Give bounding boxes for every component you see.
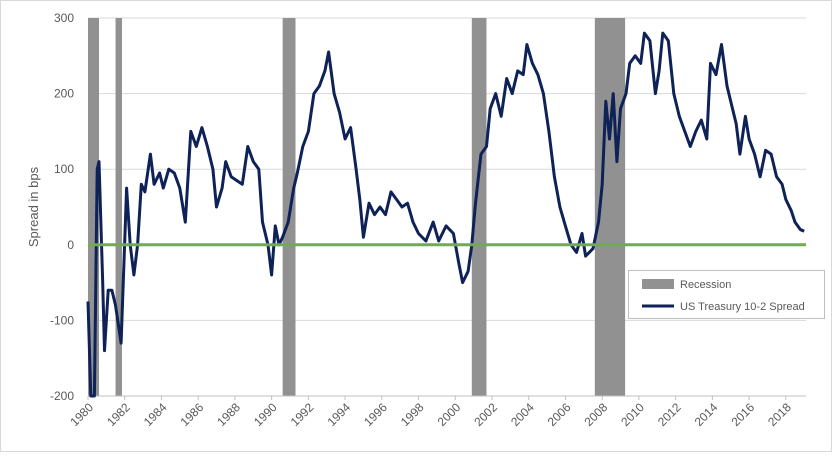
- y-tick-label: 0: [67, 238, 74, 252]
- recession-band: [282, 18, 296, 396]
- legend: Recession US Treasury 10-2 Spread: [628, 270, 825, 319]
- y-tick-label: -200: [50, 389, 74, 403]
- legend-box: [628, 270, 825, 319]
- spread-line: [86, 31, 805, 398]
- recession-band: [115, 18, 122, 396]
- y-tick-label: 300: [54, 11, 74, 25]
- y-axis-label: Spread in bps: [26, 166, 41, 247]
- legend-label: US Treasury 10-2 Spread: [680, 301, 805, 313]
- y-tick-label: -100: [50, 313, 74, 327]
- y-tick-label: 100: [54, 162, 74, 176]
- recession-band: [471, 18, 487, 396]
- recession-band: [88, 18, 100, 396]
- y-tick-label: 200: [54, 87, 74, 101]
- legend-label: Recession: [680, 279, 731, 291]
- legend-swatch: [642, 279, 674, 289]
